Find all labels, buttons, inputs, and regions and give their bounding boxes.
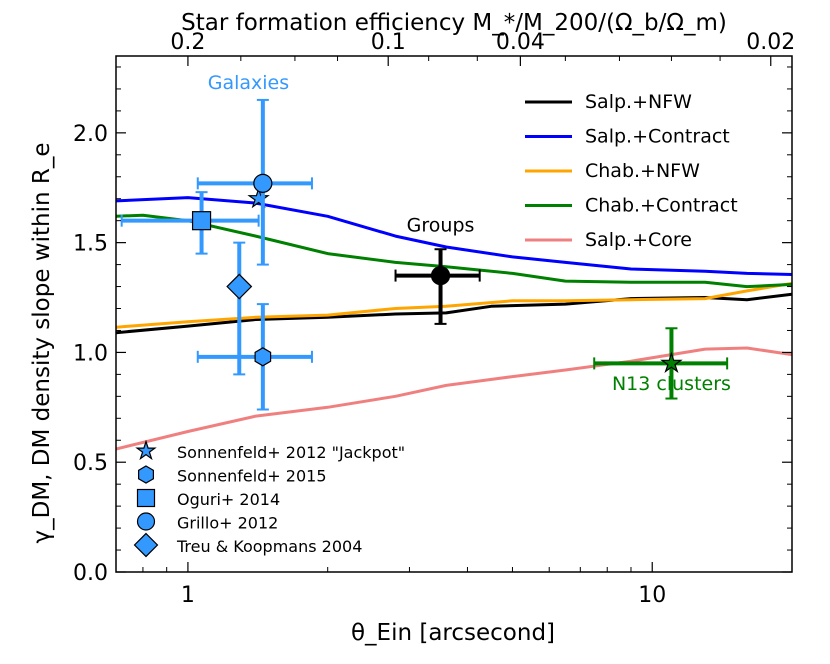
legend-lines <box>525 100 572 242</box>
legend-marker-square <box>136 488 156 508</box>
legend-line-label: Chab.+Contract <box>585 195 738 217</box>
y-tick-label: 1.0 <box>73 341 108 366</box>
legend-marker-label: Sonnenfeld+ 2015 <box>177 467 327 486</box>
marker-grillo-2012 <box>253 173 273 193</box>
top-tick-label: 0.2 <box>170 30 205 55</box>
x-tick-label: 1 <box>181 583 195 608</box>
legend-marker-label: Oguri+ 2014 <box>177 490 280 509</box>
marker-sonnenfeld-2012-jackpot <box>247 186 270 209</box>
series-line-salp-contract <box>116 196 792 276</box>
legend-marker-diamond <box>133 532 159 558</box>
legend-marker-label: Grillo+ 2012 <box>177 514 278 533</box>
marker-groups <box>430 265 451 286</box>
legend-line-label: Salp.+NFW <box>585 91 692 113</box>
annotation-galaxies: Galaxies <box>208 72 289 94</box>
legend-line-label: Salp.+Contract <box>585 126 730 148</box>
y-tick-label: 1.5 <box>73 232 108 257</box>
marker-oguri-2014 <box>191 211 212 231</box>
marker-sonnenfeld-2015 <box>254 347 272 367</box>
data-points <box>120 98 729 411</box>
y-tick-label: 0.5 <box>73 451 108 476</box>
x-axis-title: θ_Ein [arcsecond] <box>351 620 555 646</box>
legend-marker-hexagon <box>138 465 154 484</box>
annotation-groups: Groups <box>407 215 475 237</box>
top-axis-title: Star formation efficiency M_*/M_200/(Ω_b… <box>181 10 727 36</box>
top-tick-label: 0.02 <box>746 30 795 55</box>
y-axis-title: γ_DM, DM density slope within R_e <box>29 142 55 543</box>
y-tick-label: 2.0 <box>73 122 108 147</box>
series-line-chab-nfw <box>116 281 792 329</box>
annotation-n13-clusters: N13 clusters <box>612 373 731 395</box>
legend-marker-label: Sonnenfeld+ 2012 "Jackpot" <box>177 443 405 462</box>
legend-marker-star <box>135 439 157 461</box>
series-line-salp-core <box>116 346 792 451</box>
marker-treu-koopmans-2004 <box>226 273 253 300</box>
legend-marker-label: Treu & Koopmans 2004 <box>176 537 362 556</box>
legend-marker-circle <box>136 512 156 531</box>
top-tick-label: 0.1 <box>371 30 406 55</box>
legend-line-label: Chab.+NFW <box>585 160 700 182</box>
x-tick-label: 10 <box>638 583 666 608</box>
marker-n13-clusters <box>660 351 683 373</box>
top-tick-label: 0.04 <box>496 30 545 55</box>
y-tick-label: 0.0 <box>73 561 108 586</box>
legend-line-label: Salp.+Core <box>585 229 692 251</box>
plot-frame <box>115 55 793 573</box>
